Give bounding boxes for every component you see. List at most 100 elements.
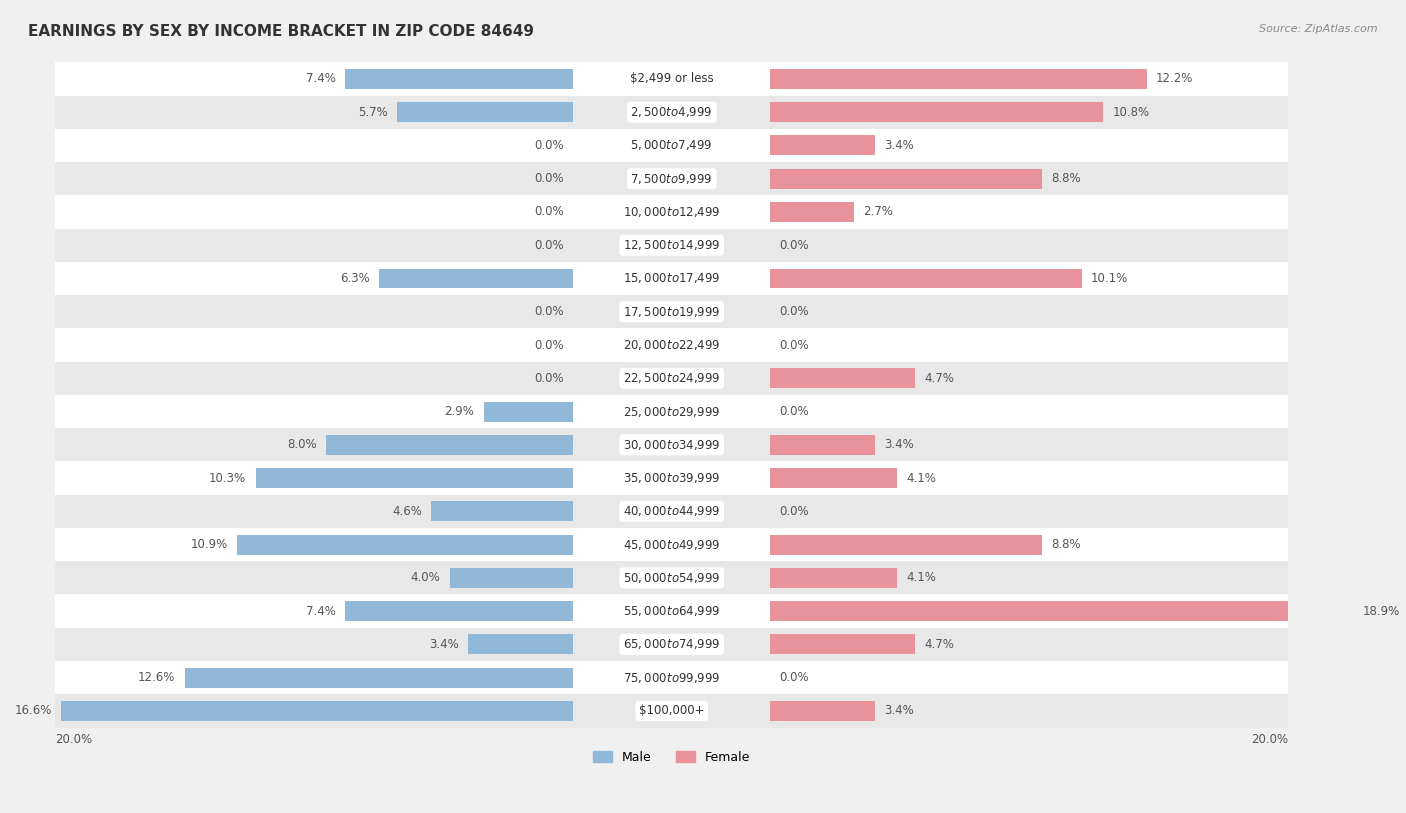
Bar (378, 268, 574, 289)
Bar (55, 228, 1288, 262)
Bar (344, 601, 574, 621)
Text: 2.7%: 2.7% (863, 206, 893, 219)
Text: $2,500 to $4,999: $2,500 to $4,999 (630, 105, 713, 120)
Text: $22,500 to $24,999: $22,500 to $24,999 (623, 372, 720, 385)
Text: $2,499 or less: $2,499 or less (630, 72, 714, 85)
Text: $45,000 to $49,999: $45,000 to $49,999 (623, 537, 720, 551)
Bar (55, 528, 1288, 561)
Text: 3.4%: 3.4% (429, 638, 458, 651)
Bar (55, 428, 1288, 462)
Text: 10.9%: 10.9% (190, 538, 228, 551)
Text: 0.0%: 0.0% (780, 671, 810, 684)
Text: 4.1%: 4.1% (905, 572, 936, 585)
Text: 0.0%: 0.0% (534, 338, 564, 351)
Text: 0.0%: 0.0% (534, 239, 564, 252)
Text: $75,000 to $99,999: $75,000 to $99,999 (623, 671, 720, 685)
Text: $100,000+: $100,000+ (638, 704, 704, 717)
Text: 4.0%: 4.0% (411, 572, 440, 585)
Text: 0.0%: 0.0% (534, 139, 564, 152)
Text: 7.4%: 7.4% (305, 605, 336, 618)
Bar (770, 468, 897, 488)
Bar (55, 561, 1288, 594)
Text: $20,000 to $22,499: $20,000 to $22,499 (623, 338, 720, 352)
Bar (468, 634, 574, 654)
Text: 0.0%: 0.0% (780, 338, 810, 351)
Text: Source: ZipAtlas.com: Source: ZipAtlas.com (1260, 24, 1378, 34)
Bar (770, 268, 1081, 289)
Text: $17,500 to $19,999: $17,500 to $19,999 (623, 305, 720, 319)
Bar (770, 368, 915, 389)
Text: $10,000 to $12,499: $10,000 to $12,499 (623, 205, 720, 219)
Text: $25,000 to $29,999: $25,000 to $29,999 (623, 405, 720, 419)
Bar (55, 494, 1288, 528)
Text: 4.6%: 4.6% (392, 505, 422, 518)
Text: 12.2%: 12.2% (1156, 72, 1194, 85)
Bar (55, 628, 1288, 661)
Bar (62, 701, 574, 721)
Text: 3.4%: 3.4% (884, 438, 914, 451)
Bar (770, 136, 875, 155)
Bar (344, 69, 574, 89)
Text: $55,000 to $64,999: $55,000 to $64,999 (623, 604, 720, 618)
Text: $30,000 to $34,999: $30,000 to $34,999 (623, 438, 720, 452)
Bar (326, 435, 574, 454)
Bar (55, 594, 1288, 628)
Bar (770, 102, 1104, 122)
Text: 10.8%: 10.8% (1112, 106, 1150, 119)
Bar (184, 667, 574, 688)
Bar (55, 195, 1288, 228)
Text: 8.0%: 8.0% (288, 438, 318, 451)
Bar (55, 128, 1288, 162)
Text: 16.6%: 16.6% (14, 704, 52, 717)
Text: $50,000 to $54,999: $50,000 to $54,999 (623, 571, 720, 585)
Text: $65,000 to $74,999: $65,000 to $74,999 (623, 637, 720, 651)
Text: 0.0%: 0.0% (534, 372, 564, 385)
Bar (484, 402, 574, 421)
Text: 2.9%: 2.9% (444, 405, 474, 418)
Text: 20.0%: 20.0% (1251, 733, 1288, 746)
Bar (238, 535, 574, 554)
Text: 0.0%: 0.0% (780, 505, 810, 518)
Bar (770, 634, 915, 654)
Bar (55, 462, 1288, 494)
Bar (770, 202, 853, 222)
Legend: Male, Female: Male, Female (588, 746, 755, 768)
Bar (55, 262, 1288, 295)
Bar (55, 395, 1288, 428)
Bar (55, 328, 1288, 362)
Text: 0.0%: 0.0% (780, 239, 810, 252)
Text: $35,000 to $39,999: $35,000 to $39,999 (623, 471, 720, 485)
Text: 3.4%: 3.4% (884, 704, 914, 717)
Bar (450, 567, 574, 588)
Text: 0.0%: 0.0% (780, 405, 810, 418)
Text: $40,000 to $44,999: $40,000 to $44,999 (623, 504, 720, 519)
Text: 0.0%: 0.0% (534, 172, 564, 185)
Text: 0.0%: 0.0% (534, 206, 564, 219)
Bar (770, 169, 1042, 189)
Bar (770, 567, 897, 588)
Text: 4.7%: 4.7% (925, 372, 955, 385)
Bar (770, 701, 875, 721)
Text: 18.9%: 18.9% (1362, 605, 1399, 618)
Text: $15,000 to $17,499: $15,000 to $17,499 (623, 272, 720, 285)
Bar (55, 295, 1288, 328)
Bar (770, 435, 875, 454)
Bar (55, 162, 1288, 195)
Text: 8.8%: 8.8% (1050, 538, 1081, 551)
Text: 4.1%: 4.1% (905, 472, 936, 485)
Text: $12,500 to $14,999: $12,500 to $14,999 (623, 238, 720, 252)
Text: 5.7%: 5.7% (359, 106, 388, 119)
Text: 8.8%: 8.8% (1050, 172, 1081, 185)
Text: EARNINGS BY SEX BY INCOME BRACKET IN ZIP CODE 84649: EARNINGS BY SEX BY INCOME BRACKET IN ZIP… (28, 24, 534, 39)
Text: 0.0%: 0.0% (780, 305, 810, 318)
Bar (55, 96, 1288, 128)
Bar (55, 362, 1288, 395)
Text: $5,000 to $7,499: $5,000 to $7,499 (630, 138, 713, 153)
Bar (770, 69, 1146, 89)
Bar (55, 661, 1288, 694)
Bar (770, 535, 1042, 554)
Text: 6.3%: 6.3% (340, 272, 370, 285)
Bar (55, 694, 1288, 728)
Text: 0.0%: 0.0% (534, 305, 564, 318)
Text: 12.6%: 12.6% (138, 671, 176, 684)
